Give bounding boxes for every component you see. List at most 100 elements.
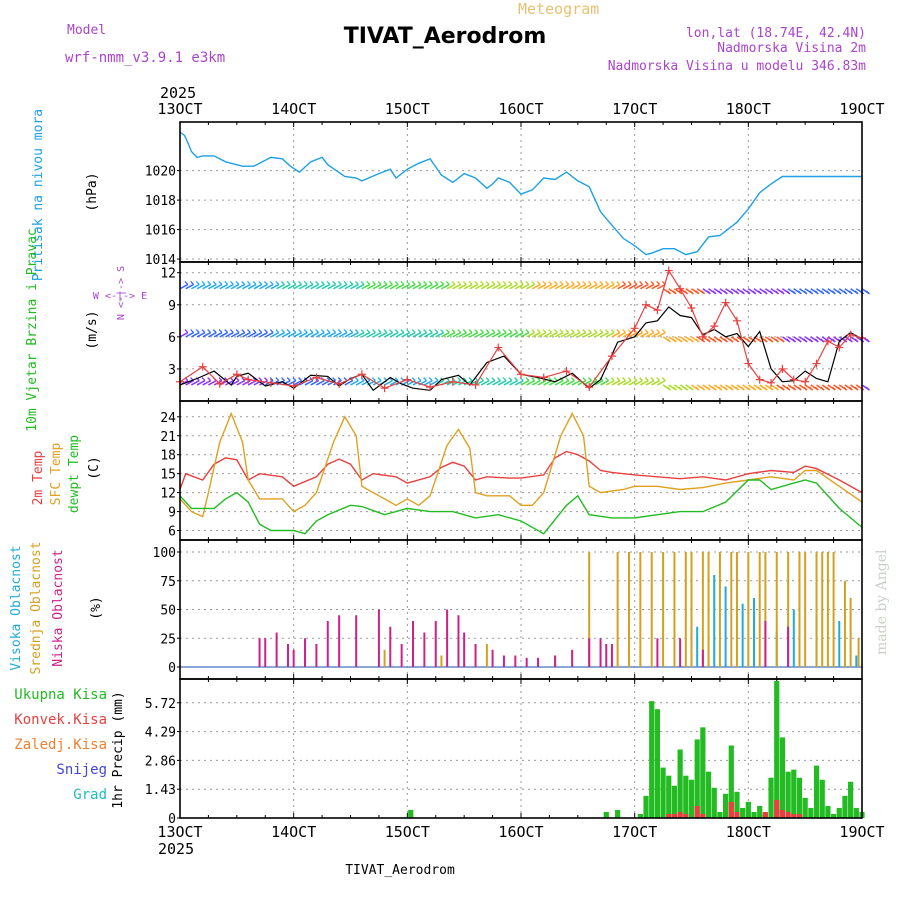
wind-barb-flag bbox=[831, 386, 836, 391]
wind-barb-flag bbox=[587, 280, 592, 285]
y-tick-label: 75 bbox=[160, 575, 176, 590]
wind-barb-flag bbox=[605, 377, 609, 382]
wind-barb-flag bbox=[786, 386, 791, 391]
cloud-bar bbox=[787, 626, 790, 667]
year-bottom: 2025 bbox=[158, 840, 194, 858]
wind-barb bbox=[208, 331, 217, 338]
wind-gust-marker bbox=[244, 375, 253, 384]
wind-barb bbox=[566, 379, 575, 386]
wind-barb-flag bbox=[286, 377, 291, 382]
cloud-bar bbox=[610, 644, 613, 667]
wind-barb-flag bbox=[366, 280, 371, 285]
wind-barb-flag bbox=[712, 290, 717, 295]
cloud-bar bbox=[747, 552, 750, 667]
wind-barb-flag bbox=[735, 338, 740, 343]
wind-barb-flag bbox=[252, 280, 257, 285]
wind-barb-flag bbox=[843, 386, 848, 391]
wind-gust-marker bbox=[698, 332, 707, 341]
y-tick-label: 0 bbox=[168, 661, 176, 676]
wind-barb-flag bbox=[599, 280, 604, 285]
precip-bar bbox=[774, 681, 780, 818]
y-tick-label: 18 bbox=[160, 449, 176, 464]
wind-barb bbox=[446, 331, 456, 338]
wind-barb-flag bbox=[740, 290, 745, 295]
wind-barb-flag bbox=[605, 280, 609, 285]
wind-barb-flag bbox=[786, 290, 791, 295]
precip-plot: 0 1.43 2.86 4.29 5.72 bbox=[145, 678, 865, 827]
wind-barb bbox=[480, 331, 490, 338]
wind-barb-flag bbox=[184, 280, 189, 285]
wind-barb-flag bbox=[428, 329, 433, 333]
wind-barb-flag bbox=[695, 338, 700, 343]
wind-barb bbox=[293, 331, 302, 338]
cloud-bar bbox=[463, 632, 466, 667]
precip-bar bbox=[774, 799, 780, 818]
wind-barb-flag bbox=[309, 280, 314, 285]
elevation-label: Nadmorska Visina 2m bbox=[717, 41, 866, 56]
wind-barb-flag bbox=[337, 329, 342, 333]
wind-barb-flag bbox=[752, 386, 757, 391]
precip-bar bbox=[836, 807, 842, 818]
wind-barb-flag bbox=[190, 280, 195, 285]
wind-speed-line bbox=[179, 306, 863, 392]
wind-barb-flag bbox=[542, 329, 547, 333]
wind-gust-marker bbox=[653, 306, 662, 315]
wind-barb-flag bbox=[246, 329, 251, 333]
cloud-bar bbox=[741, 603, 744, 667]
cloud-bar bbox=[355, 615, 358, 667]
wind-barb-flag bbox=[723, 386, 728, 391]
wind-barb-flag bbox=[394, 377, 399, 382]
wind-gust-marker bbox=[380, 384, 389, 393]
wind-barb-flag bbox=[190, 329, 195, 333]
wind-barb-flag bbox=[394, 329, 399, 333]
wind-barb bbox=[583, 283, 592, 290]
wind-barb bbox=[338, 283, 348, 290]
cloud-bar bbox=[775, 552, 778, 667]
wind-gust-marker bbox=[448, 377, 457, 386]
wind-barb bbox=[384, 379, 393, 386]
cloud-bar bbox=[292, 649, 295, 667]
precip-bar bbox=[740, 807, 746, 818]
wind-barb-flag bbox=[474, 280, 479, 285]
wind-barb-flag bbox=[757, 338, 762, 343]
wind-gust-marker bbox=[357, 370, 366, 379]
wind-barb-flag bbox=[820, 338, 825, 343]
wind-barb bbox=[435, 331, 445, 338]
wind-barb-flag bbox=[809, 290, 814, 295]
wind-barb-flag bbox=[723, 338, 728, 343]
wind-barb-flag bbox=[440, 280, 445, 285]
wind-barb bbox=[480, 379, 490, 386]
cloud-bar bbox=[753, 598, 756, 667]
wind-barb-flag bbox=[706, 290, 711, 295]
wind-barb-flag bbox=[701, 386, 706, 391]
cloud-bar bbox=[423, 632, 426, 667]
wind-barb bbox=[645, 331, 655, 338]
wind-barb bbox=[253, 283, 263, 290]
wind-barb bbox=[298, 331, 308, 338]
wind-barb-flag bbox=[497, 377, 501, 382]
pressure-panel: Pritisak na nivou mora (hPa) bbox=[31, 109, 100, 281]
wind-barb-flag bbox=[610, 377, 615, 382]
wind-barb-flag bbox=[531, 280, 536, 285]
wind-barb bbox=[281, 283, 291, 290]
wind-barb-flag bbox=[565, 329, 570, 333]
precip-bar bbox=[615, 809, 621, 818]
cloud-bar bbox=[474, 644, 477, 667]
wind-barb bbox=[560, 331, 570, 338]
wind-barb bbox=[213, 283, 223, 290]
cloud-bar bbox=[571, 649, 574, 667]
wind-barb bbox=[230, 331, 240, 338]
wind-barb-flag bbox=[769, 290, 774, 295]
wind-barb-flag bbox=[502, 377, 507, 382]
wind-barb-flag bbox=[656, 377, 661, 382]
cloud-bar bbox=[338, 615, 341, 667]
wind-barb-flag bbox=[718, 338, 723, 343]
wind-barb-flag bbox=[514, 280, 518, 285]
wind-gust-marker bbox=[721, 298, 730, 307]
wind-barb bbox=[639, 283, 649, 290]
wind-barb-flag bbox=[332, 329, 337, 333]
wind-barb-flag bbox=[479, 377, 484, 382]
wind-barb-flag bbox=[298, 377, 303, 382]
precip-bar bbox=[666, 813, 672, 818]
